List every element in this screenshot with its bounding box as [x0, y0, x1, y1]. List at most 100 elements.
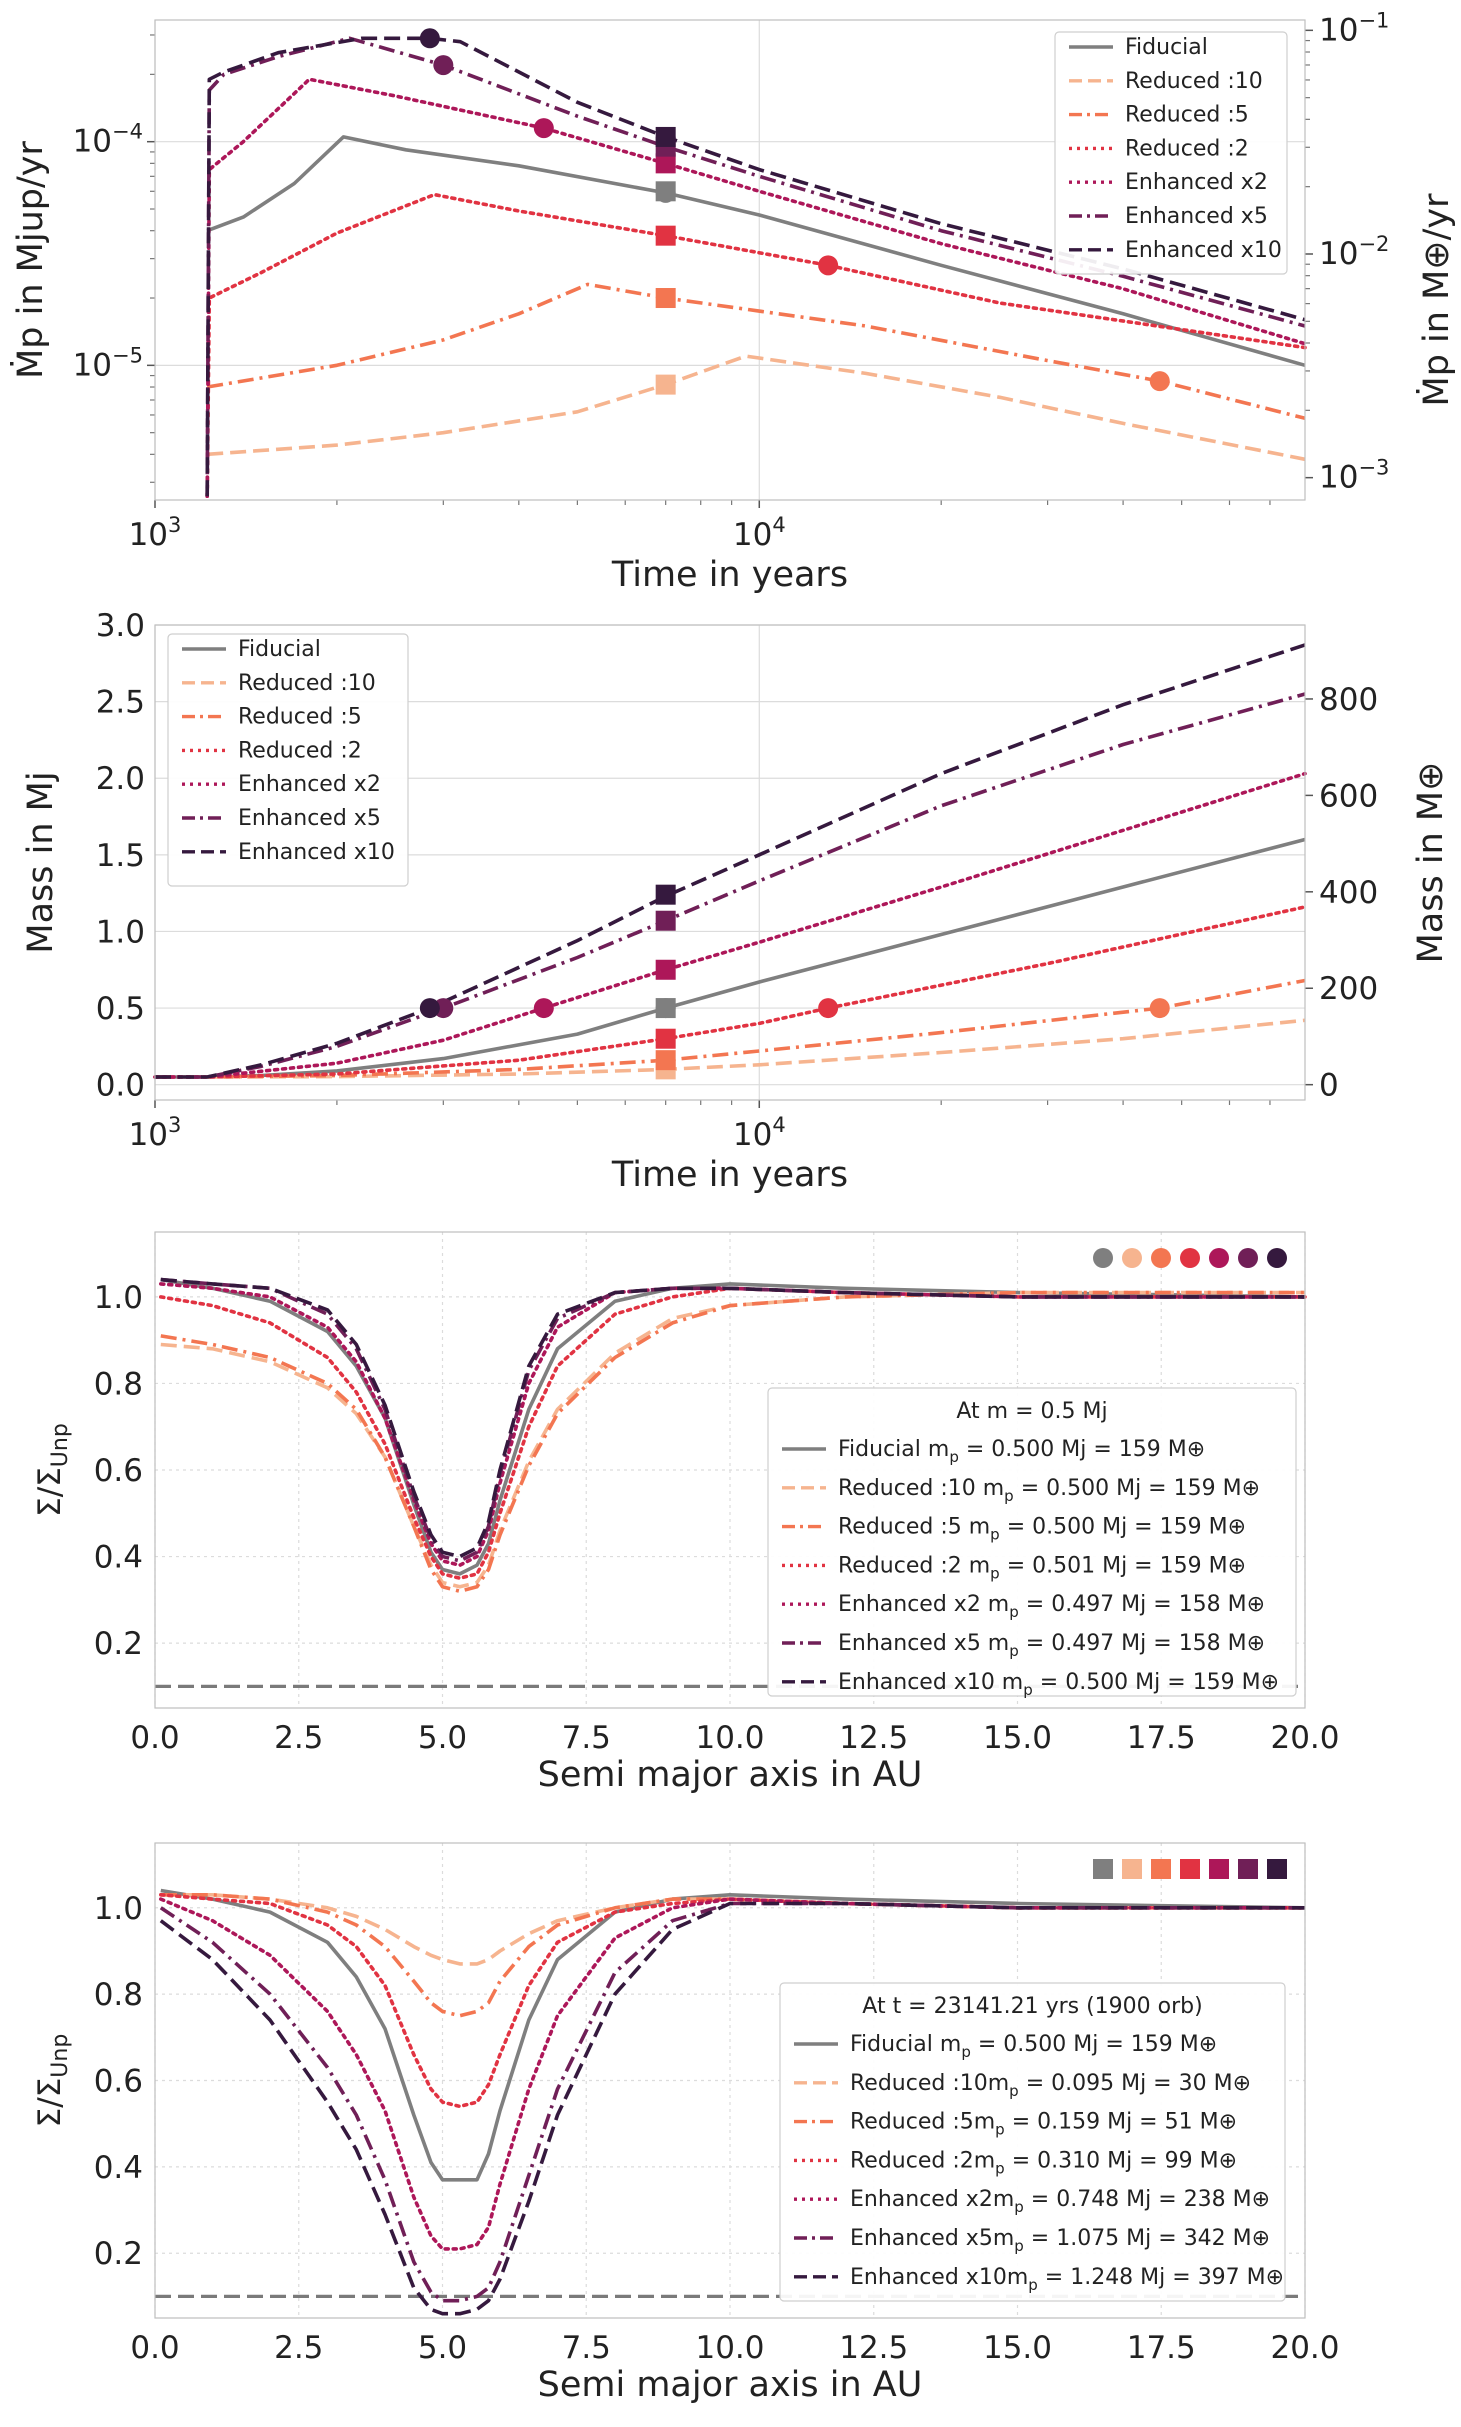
- legend-marker-2: [1151, 1859, 1171, 1879]
- series-line-2: [160, 1290, 1305, 1593]
- x-tick-label: 17.5: [1127, 1720, 1196, 1756]
- x-tick-label: 15.0: [983, 2330, 1052, 2366]
- y-tick-label: 2.5: [96, 685, 145, 721]
- x-tick-label: 5.0: [418, 1720, 467, 1756]
- legend-box: [779, 1982, 1286, 2302]
- x-axis-label: Semi major axis in AU: [538, 2365, 923, 2405]
- y-tick-label: 0.4: [94, 2150, 143, 2186]
- legend-box: [767, 1387, 1297, 1697]
- series-line-1: [207, 354, 1306, 462]
- legend-label-1: Reduced :10mp = 0.095 Mj = 30 M⊕: [850, 2071, 1251, 2100]
- y-tick-label: 2.0: [96, 761, 145, 797]
- legend-label-0: Fiducial mp = 0.500 Mj = 159 M⊕: [838, 1437, 1205, 1466]
- series-line-5: [160, 1277, 1305, 1563]
- legend-marker-5: [1238, 1859, 1258, 1879]
- plot-frame: [154, 624, 1306, 1101]
- x-tick-label: 104: [733, 513, 786, 553]
- x-tick-label: 0.0: [130, 2330, 179, 2366]
- square-marker-3: [655, 225, 676, 246]
- series-line-6: [160, 1277, 1305, 1559]
- plot-frame: [154, 19, 1306, 501]
- x-tick-label: 104: [733, 1113, 786, 1153]
- square-marker-4: [655, 153, 676, 174]
- legend-label-6: Enhanced x10mp = 1.248 Mj = 397 M⊕: [850, 2265, 1284, 2294]
- y2-axis-label: Mass in M⊕: [1411, 762, 1451, 964]
- x-tick-label: 15.0: [983, 1720, 1052, 1756]
- circle-marker-0: [655, 998, 676, 1019]
- legend-label-1: Reduced :10: [238, 671, 376, 696]
- x-tick-label: 10.0: [695, 2330, 764, 2366]
- x-axis-label: Time in years: [611, 1155, 848, 1195]
- legend-label-2: Reduced :5 mp = 0.500 Mj = 159 M⊕: [838, 1515, 1246, 1544]
- legend-label-3: Reduced :2 mp = 0.501 Mj = 159 M⊕: [838, 1553, 1246, 1582]
- x-tick-label: 12.5: [839, 1720, 908, 1756]
- circle-marker-3: [818, 998, 839, 1019]
- square-marker-2: [655, 1050, 676, 1071]
- y2-tick-label: 0: [1319, 1068, 1339, 1104]
- y2-tick-label: 800: [1319, 682, 1378, 718]
- series-line-0: [160, 1888, 1306, 2182]
- series-line-2: [206, 282, 1306, 421]
- x-tick-label: 103: [129, 1113, 182, 1153]
- square-marker-5: [655, 910, 676, 931]
- series-line-0: [160, 1277, 1306, 1576]
- series-line-3: [159, 1893, 1307, 2109]
- series-line-4: [153, 771, 1307, 1079]
- square-marker-6: [655, 126, 676, 147]
- legend-title: At m = 0.5 Mj: [956, 1399, 1107, 1424]
- legend-label-0: Fiducial: [1125, 35, 1208, 60]
- y-axis-label: Σ/ΣUnp: [32, 2034, 73, 2128]
- legend-label-0: Fiducial: [238, 637, 321, 662]
- legend-label-4: Enhanced x2: [238, 772, 381, 797]
- legend-label-4: Enhanced x2mp = 0.748 Mj = 238 M⊕: [850, 2187, 1270, 2216]
- y2-tick-label: 10−1: [1319, 8, 1389, 48]
- x-axis-label: Semi major axis in AU: [538, 1755, 923, 1795]
- y-tick-label: 0.8: [94, 1977, 143, 2013]
- y2-tick-label: 600: [1319, 778, 1378, 814]
- series-line-5: [205, 36, 1306, 497]
- series-line-5: [159, 1901, 1305, 2303]
- series-line-3: [205, 192, 1307, 499]
- circle-marker-6: [419, 28, 440, 49]
- x-tick-label: 2.5: [274, 1720, 323, 1756]
- chart-panel-3: 0.0 2.5 5.0 7.5 10.0 12.5 15.0 17.5 20.0 0.2 0.4 0.…: [32, 1231, 1340, 1795]
- y2-tick-label: 400: [1319, 875, 1378, 911]
- series-line-4: [205, 77, 1307, 499]
- legend: Fiducial Reduced :10 Reduced :5 Reduced :2 E…: [167, 633, 409, 887]
- legend-label-2: Reduced :5mp = 0.159 Mj = 51 M⊕: [850, 2110, 1237, 2139]
- legend-label-0: Fiducial mp = 0.500 Mj = 159 M⊕: [850, 2032, 1217, 2061]
- x-tick-label: 5.0: [418, 2330, 467, 2366]
- square-marker-4: [655, 959, 676, 980]
- legend-marker-0: [1093, 1859, 1113, 1879]
- legend: At m = 0.5 Mj Fiducial mp = 0.500 Mj = 15…: [767, 1387, 1297, 1699]
- legend-marker-4: [1209, 1248, 1229, 1268]
- legend: At t = 23141.21 yrs (1900 orb) Fiducial m…: [779, 1982, 1286, 2302]
- square-marker-3: [655, 1028, 676, 1049]
- circle-marker-4: [533, 118, 554, 139]
- legend: Fiducial Reduced :10 Reduced :5 Reduced :2 E…: [1054, 31, 1288, 275]
- series-line-3: [159, 1286, 1307, 1580]
- legend-label-6: Enhanced x10: [1125, 238, 1282, 263]
- plot-frame: [154, 1842, 1306, 2319]
- circle-marker-2: [1149, 371, 1170, 392]
- y2-axis-label: Ṁp in M⊕/yr: [1415, 193, 1457, 407]
- circle-marker-5: [433, 55, 454, 76]
- circle-marker-6: [419, 998, 440, 1019]
- y-axis-label: Ṁp in Mjup/yr: [9, 141, 51, 379]
- y2-tick-label: 10−3: [1319, 456, 1389, 496]
- x-tick-label: 12.5: [839, 2330, 908, 2366]
- y2-tick-label: 200: [1319, 971, 1378, 1007]
- series-line-6: [205, 36, 1306, 497]
- square-marker-1: [655, 374, 676, 395]
- legend-box: [167, 633, 409, 887]
- y-tick-label: 1.0: [96, 914, 145, 950]
- y-tick-label: 0.8: [94, 1366, 143, 1402]
- series-line-5: [155, 692, 1306, 1079]
- y-tick-label: 0.0: [96, 1068, 145, 1104]
- y-tick-label: 1.5: [96, 838, 145, 874]
- chart-panel-4: 0.0 2.5 5.0 7.5 10.0 12.5 15.0 17.5 20.0 0.2 0.4 0.…: [32, 1842, 1340, 2405]
- series-line-0: [206, 135, 1306, 368]
